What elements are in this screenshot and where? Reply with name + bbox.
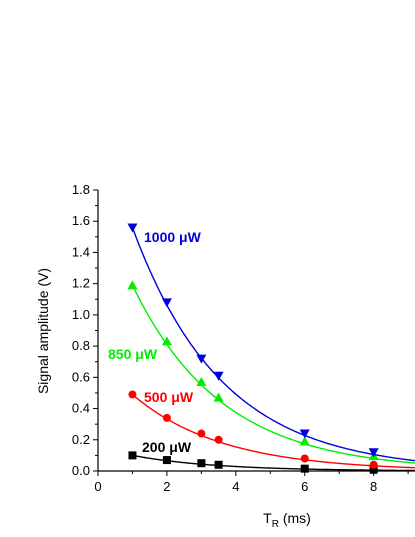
y-tick-label: 0.0: [72, 463, 90, 478]
fit-line: [132, 393, 415, 469]
data-point: [127, 280, 138, 290]
x-axis-label-unit: (ms): [279, 510, 311, 526]
fit-line: [131, 284, 415, 464]
data-point: [300, 464, 309, 473]
data-point: [369, 465, 378, 474]
y-tick-label: 1.8: [72, 182, 90, 197]
labels-layer: 200 μW 500 μW 850 μW 1000 μW: [108, 229, 202, 455]
series-500: [128, 390, 415, 469]
data-point: [161, 336, 172, 346]
data-point: [300, 454, 309, 463]
fit-line: [132, 454, 415, 472]
series-layer: [127, 223, 415, 474]
data-point: [368, 448, 379, 458]
data-point: [213, 371, 224, 381]
series-200: [128, 451, 415, 474]
data-point: [162, 456, 171, 465]
data-point: [161, 298, 172, 308]
y-tick-label: 0.4: [72, 401, 90, 416]
data-point: [162, 413, 171, 422]
data-point: [299, 429, 310, 439]
ticks: 0.0 0.2 0.4 0.6 0.8 1.0 1.2 1.4 1.6 1.8 0 2 4 6 8: [72, 182, 409, 494]
data-point: [196, 354, 207, 364]
y-axis-label: Signal amplitude (V): [35, 268, 51, 394]
y-tick-label: 1.0: [72, 307, 90, 322]
data-point: [128, 390, 137, 399]
data-point: [214, 460, 223, 469]
series-label: 850 μW: [108, 346, 158, 362]
x-tick-label: 4: [232, 479, 239, 494]
y-tick-label: 1.4: [72, 244, 90, 259]
x-axis-label: TR (ms): [263, 510, 311, 530]
fit-line: [131, 227, 415, 462]
data-point: [128, 451, 137, 460]
x-tick-label: 6: [301, 479, 308, 494]
data-point: [299, 436, 310, 446]
data-point: [214, 435, 223, 444]
y-tick-label: 1.2: [72, 276, 90, 291]
series-label: 200 μW: [142, 439, 192, 455]
x-tick-label: 0: [94, 479, 101, 494]
y-tick-label: 0.2: [72, 432, 90, 447]
data-point: [196, 377, 207, 387]
data-point: [213, 392, 224, 402]
x-tick-label: 2: [163, 479, 170, 494]
series-850: [127, 280, 415, 464]
series-1000: [127, 223, 415, 462]
y-tick-label: 0.8: [72, 338, 90, 353]
series-label: 1000 μW: [144, 229, 202, 245]
y-tick-label: 1.6: [72, 213, 90, 228]
data-point: [369, 460, 378, 469]
y-tick-label: 0.6: [72, 369, 90, 384]
data-point: [197, 459, 206, 468]
x-tick-label: 8: [370, 479, 377, 494]
data-point: [197, 429, 206, 438]
x-axis-label-main: T: [263, 510, 272, 526]
x-axis-label-subscript: R: [272, 519, 279, 530]
series-label: 500 μW: [144, 389, 194, 405]
data-point: [127, 223, 138, 233]
